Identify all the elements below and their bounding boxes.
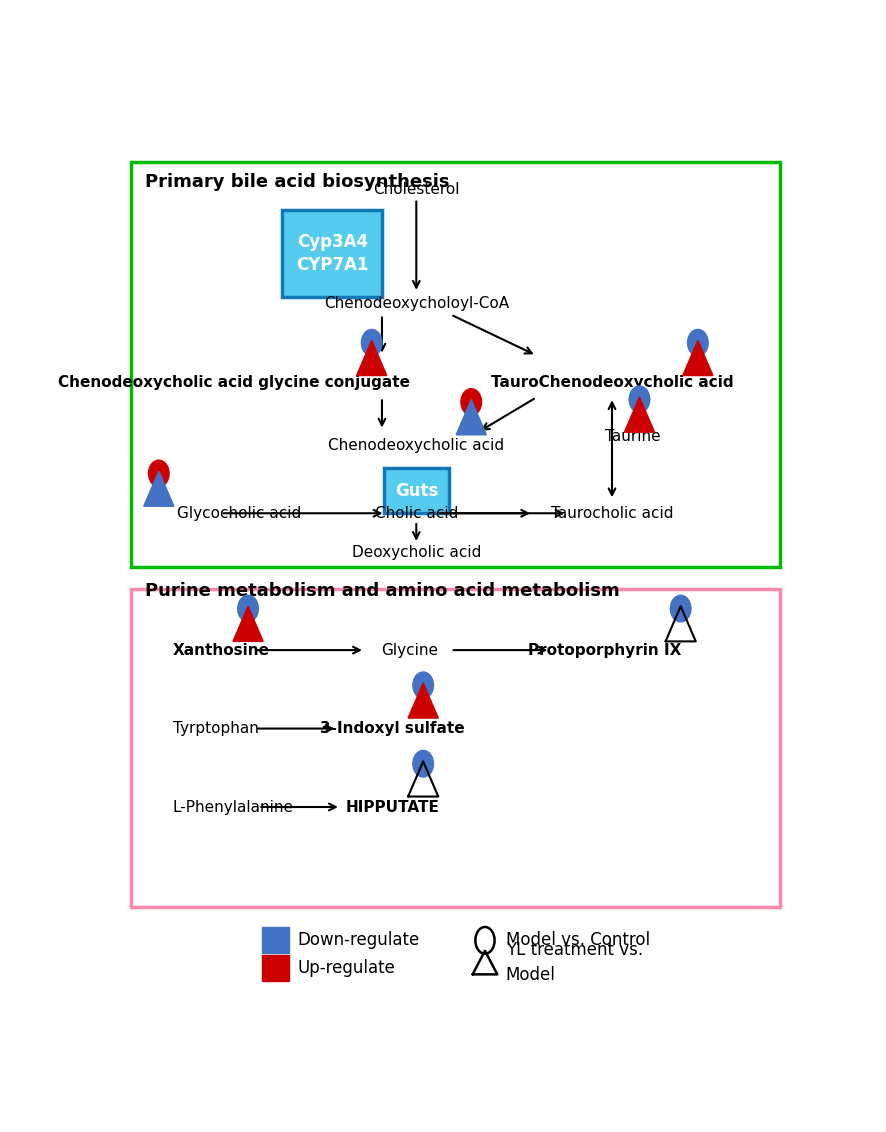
Text: Up-regulate: Up-regulate: [298, 959, 395, 977]
Text: Xanthosine: Xanthosine: [173, 643, 269, 658]
Polygon shape: [356, 341, 387, 376]
Text: Protoporphyrin IX: Protoporphyrin IX: [528, 643, 682, 658]
Text: Down-regulate: Down-regulate: [298, 932, 420, 950]
Ellipse shape: [671, 595, 691, 621]
Bar: [131, 589, 781, 907]
Text: Chenodeoxycholic acid: Chenodeoxycholic acid: [328, 438, 504, 453]
Ellipse shape: [476, 927, 494, 954]
Bar: [262, 955, 289, 981]
Ellipse shape: [149, 461, 169, 487]
Text: Chenodeoxycholoyl-CoA: Chenodeoxycholoyl-CoA: [323, 295, 509, 310]
Text: Cholic acid: Cholic acid: [375, 506, 458, 521]
Bar: [131, 162, 781, 567]
FancyBboxPatch shape: [283, 209, 382, 297]
Ellipse shape: [237, 595, 259, 621]
Text: Primary bile acid biosynthesis: Primary bile acid biosynthesis: [145, 173, 449, 191]
Text: Guts: Guts: [395, 481, 439, 499]
Text: Model vs. Control: Model vs. Control: [506, 932, 649, 950]
Text: Taurine: Taurine: [605, 429, 661, 444]
Ellipse shape: [629, 386, 649, 413]
Text: Chenodeoxycholic acid glycine conjugate: Chenodeoxycholic acid glycine conjugate: [58, 375, 410, 391]
Text: YL treatment vs.
Model: YL treatment vs. Model: [506, 941, 642, 984]
Text: Glycine: Glycine: [381, 643, 438, 658]
Polygon shape: [456, 400, 486, 435]
Ellipse shape: [688, 329, 708, 357]
Ellipse shape: [361, 329, 382, 357]
Polygon shape: [625, 397, 655, 432]
Text: HIPPUTATE: HIPPUTATE: [346, 799, 439, 815]
Ellipse shape: [413, 751, 433, 777]
Polygon shape: [144, 471, 174, 506]
Text: 3-Indoxyl sulfate: 3-Indoxyl sulfate: [320, 721, 464, 736]
Text: Cholesterol: Cholesterol: [373, 182, 460, 197]
FancyBboxPatch shape: [384, 468, 449, 513]
Polygon shape: [408, 683, 439, 718]
Text: Purine metabolism and amino acid metabolism: Purine metabolism and amino acid metabol…: [145, 582, 620, 600]
Text: Tyrptophan: Tyrptophan: [173, 721, 259, 736]
Text: TauroChenodeoxycholic acid: TauroChenodeoxycholic acid: [491, 375, 734, 391]
Text: Taurocholic acid: Taurocholic acid: [551, 506, 673, 521]
Bar: [262, 927, 289, 953]
Ellipse shape: [461, 388, 482, 415]
Ellipse shape: [413, 672, 433, 698]
Polygon shape: [233, 607, 263, 642]
Text: Cyp3A4
CYP7A1: Cyp3A4 CYP7A1: [296, 233, 369, 274]
Text: Deoxycholic acid: Deoxycholic acid: [352, 544, 481, 560]
Text: L-Phenylalanine: L-Phenylalanine: [173, 799, 293, 815]
Text: Glycocholic acid: Glycocholic acid: [177, 506, 301, 521]
Polygon shape: [683, 341, 713, 376]
